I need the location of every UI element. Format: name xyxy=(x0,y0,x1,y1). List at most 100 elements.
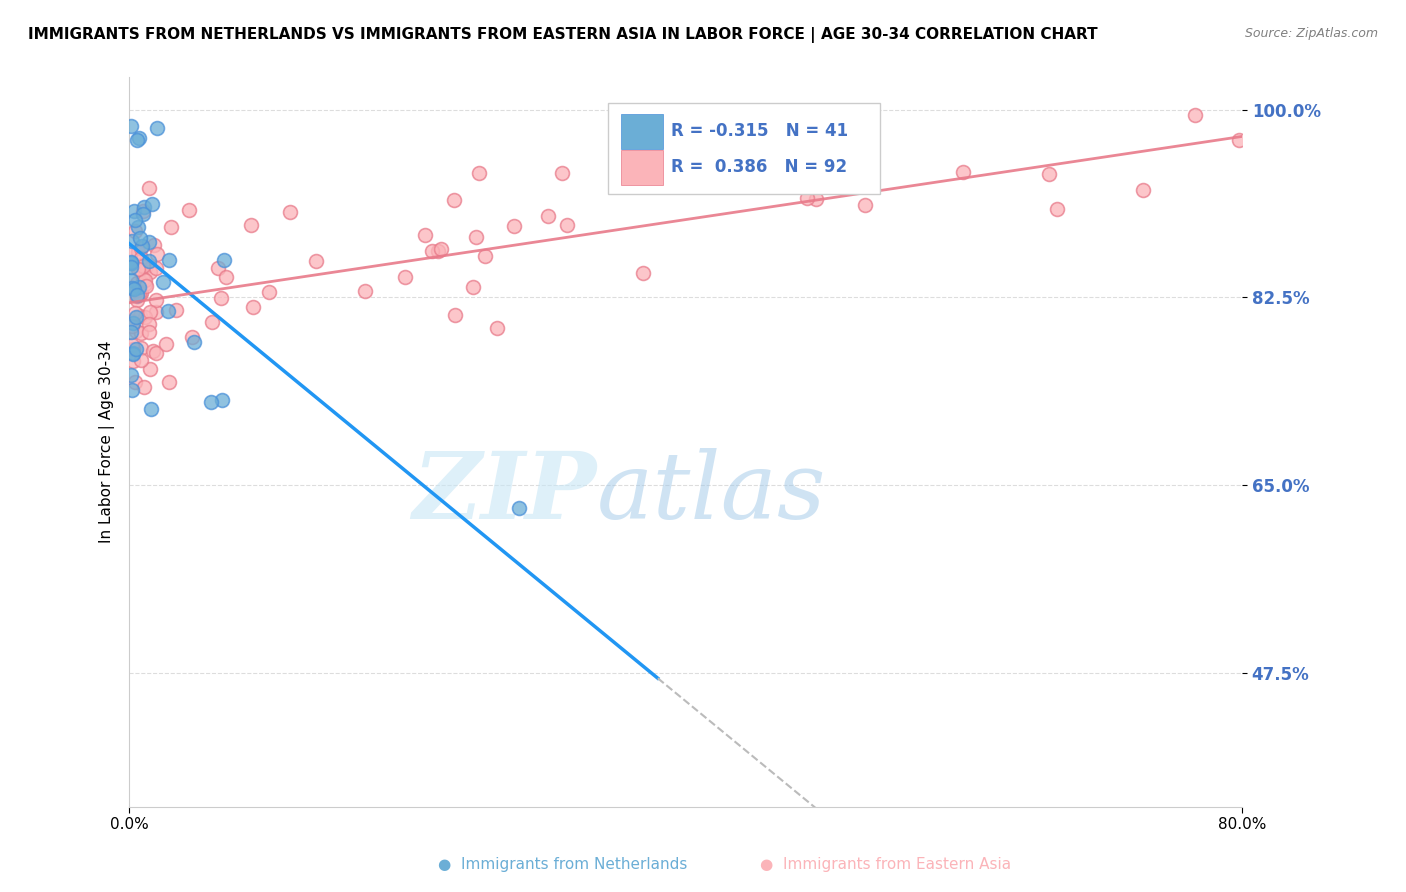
Point xyxy=(420,244,443,259)
Point xyxy=(138,253,160,268)
Point xyxy=(125,288,148,302)
Point xyxy=(146,120,169,135)
Point xyxy=(124,310,146,324)
Point xyxy=(413,227,436,242)
Point xyxy=(160,220,183,235)
Point xyxy=(121,338,143,352)
Point xyxy=(157,303,180,318)
Point xyxy=(201,315,224,329)
Point xyxy=(127,245,149,260)
Point xyxy=(120,256,142,270)
Point xyxy=(145,346,167,360)
Text: ZIP: ZIP xyxy=(412,449,596,538)
Point xyxy=(1227,133,1250,147)
Point xyxy=(155,337,177,351)
Point xyxy=(796,191,818,205)
Point xyxy=(132,380,155,394)
Point xyxy=(467,166,489,180)
Point xyxy=(138,181,160,195)
Point xyxy=(212,252,235,267)
Point xyxy=(132,200,155,214)
Point xyxy=(120,256,142,270)
Point xyxy=(122,342,145,356)
Point xyxy=(134,310,156,324)
Point xyxy=(122,353,145,368)
Point xyxy=(124,282,146,296)
Point xyxy=(121,383,143,397)
Point xyxy=(127,133,149,147)
Point xyxy=(128,130,150,145)
Point xyxy=(128,309,150,323)
Point xyxy=(128,280,150,294)
Point xyxy=(131,239,153,253)
Point xyxy=(278,205,301,219)
Point xyxy=(132,272,155,286)
Point xyxy=(138,304,160,318)
Point xyxy=(124,306,146,320)
Point xyxy=(139,265,162,279)
Point xyxy=(141,197,163,211)
Point xyxy=(353,284,375,298)
Point xyxy=(257,285,280,300)
Point xyxy=(394,269,416,284)
Point xyxy=(211,392,233,407)
Point xyxy=(122,346,145,360)
Text: ●  Immigrants from Netherlands: ● Immigrants from Netherlands xyxy=(437,857,688,872)
Point xyxy=(129,262,152,277)
Point xyxy=(853,197,876,211)
Point xyxy=(134,277,156,291)
Point xyxy=(127,293,149,307)
Point xyxy=(215,270,238,285)
Point xyxy=(134,273,156,287)
Point xyxy=(129,326,152,340)
Point xyxy=(128,286,150,301)
FancyBboxPatch shape xyxy=(621,151,664,186)
Point xyxy=(952,165,974,179)
Text: atlas: atlas xyxy=(596,449,827,538)
FancyBboxPatch shape xyxy=(621,114,664,149)
Point xyxy=(145,293,167,307)
Point xyxy=(146,247,169,261)
Point xyxy=(305,254,328,268)
Text: R =  0.386   N = 92: R = 0.386 N = 92 xyxy=(671,158,848,177)
Point xyxy=(633,266,655,280)
Point xyxy=(145,305,167,319)
Point xyxy=(122,347,145,361)
Point xyxy=(124,224,146,238)
Point xyxy=(139,361,162,376)
Point xyxy=(180,330,202,344)
Point xyxy=(120,244,142,259)
Point xyxy=(537,209,560,223)
Text: Source: ZipAtlas.com: Source: ZipAtlas.com xyxy=(1244,27,1378,40)
Y-axis label: In Labor Force | Age 30-34: In Labor Force | Age 30-34 xyxy=(100,341,115,543)
Point xyxy=(464,229,486,244)
Point xyxy=(430,242,453,256)
Point xyxy=(135,259,157,273)
Point xyxy=(138,235,160,249)
Point xyxy=(132,207,155,221)
Point xyxy=(127,261,149,276)
Point xyxy=(239,219,262,233)
Point xyxy=(125,277,148,291)
Point xyxy=(179,202,201,217)
Point xyxy=(443,193,465,207)
Point xyxy=(129,286,152,301)
Text: IMMIGRANTS FROM NETHERLANDS VS IMMIGRANTS FROM EASTERN ASIA IN LABOR FORCE | AGE: IMMIGRANTS FROM NETHERLANDS VS IMMIGRANT… xyxy=(28,27,1098,43)
Point xyxy=(125,342,148,356)
Point xyxy=(127,289,149,303)
Point xyxy=(120,273,142,287)
Point xyxy=(121,281,143,295)
Point xyxy=(804,192,827,206)
Point xyxy=(121,234,143,248)
Point xyxy=(122,316,145,330)
Point xyxy=(200,395,222,409)
Point xyxy=(124,375,146,389)
Point xyxy=(129,241,152,255)
Point xyxy=(141,402,163,417)
Point xyxy=(120,325,142,339)
Point xyxy=(209,291,232,305)
Point xyxy=(508,501,530,516)
Point xyxy=(551,166,574,180)
Text: R = -0.315   N = 41: R = -0.315 N = 41 xyxy=(671,121,848,140)
Point xyxy=(138,326,160,340)
